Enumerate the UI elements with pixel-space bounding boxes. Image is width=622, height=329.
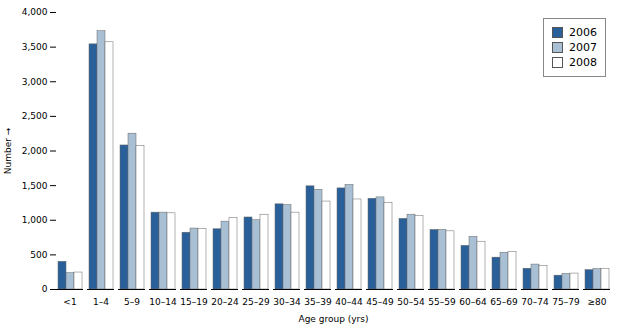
svg-text:Age group (yrs): Age group (yrs) xyxy=(298,314,368,324)
svg-text:Number →: Number → xyxy=(3,127,13,174)
svg-text:≥80: ≥80 xyxy=(588,297,607,307)
svg-text:0: 0 xyxy=(42,284,48,294)
svg-text:35–39: 35–39 xyxy=(304,297,332,307)
svg-text:2,500: 2,500 xyxy=(22,111,48,121)
svg-text:1,000: 1,000 xyxy=(22,215,48,225)
svg-text:10–14: 10–14 xyxy=(149,297,177,307)
svg-text:50–54: 50–54 xyxy=(397,297,425,307)
svg-text:45–49: 45–49 xyxy=(366,297,394,307)
svg-text:30–34: 30–34 xyxy=(273,297,301,307)
svg-text:2,000: 2,000 xyxy=(22,146,48,156)
svg-text:4,000: 4,000 xyxy=(22,7,48,17)
svg-text:1–4: 1–4 xyxy=(93,297,109,307)
html-text:2008: 2008 xyxy=(569,56,597,69)
svg-text:5–9: 5–9 xyxy=(124,297,140,307)
html-text:2007: 2007 xyxy=(569,41,597,54)
svg-text:<1: <1 xyxy=(63,297,76,307)
svg-text:25–29: 25–29 xyxy=(242,297,270,307)
svg-text:75–79: 75–79 xyxy=(552,297,580,307)
svg-text:3,000: 3,000 xyxy=(22,77,48,87)
svg-text:55–59: 55–59 xyxy=(428,297,456,307)
html-text:2006: 2006 xyxy=(569,26,597,39)
svg-text:65–69: 65–69 xyxy=(490,297,518,307)
svg-text:15–19: 15–19 xyxy=(180,297,208,307)
svg-text:20–24: 20–24 xyxy=(211,297,239,307)
svg-text:3,500: 3,500 xyxy=(22,42,48,52)
svg-text:500: 500 xyxy=(30,250,47,260)
svg-text:60–64: 60–64 xyxy=(459,297,487,307)
svg-text:70–74: 70–74 xyxy=(521,297,549,307)
svg-text:1,500: 1,500 xyxy=(22,181,48,191)
svg-text:40–44: 40–44 xyxy=(335,297,363,307)
